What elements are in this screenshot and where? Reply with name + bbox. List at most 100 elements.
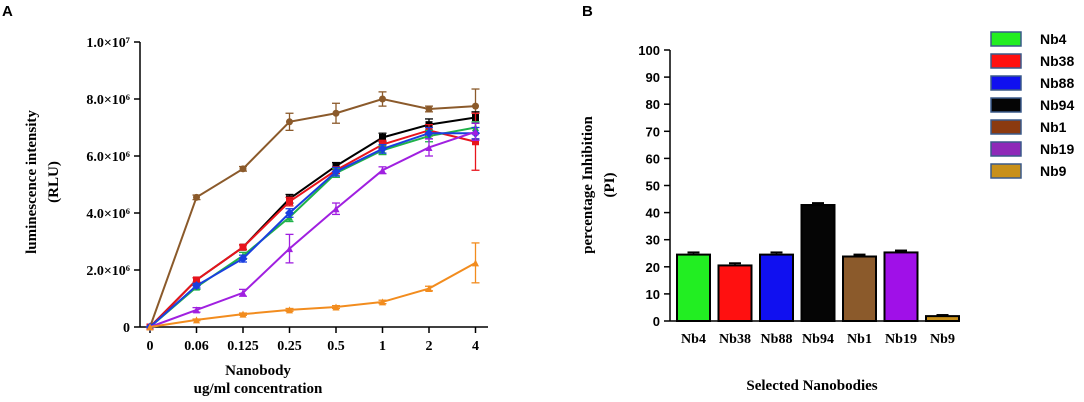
data-point: [238, 254, 248, 264]
data-point: [193, 316, 200, 324]
legend-item-nb19: Nb19: [990, 141, 1074, 157]
panel-a-line-chart: A 0 2.0×10⁶ 4.0×10⁶ 6.0×10⁶ 8.0×10⁶ 1.0×10⁷ 0…: [2, 3, 488, 397]
data-point: [332, 162, 340, 170]
bar-nb4: [676, 251, 711, 322]
panel-b-xtick-label: Nb94: [802, 332, 834, 347]
panel-b-ytick-label: 30: [646, 233, 660, 248]
panel-a-ytick-label: 6.0×10⁶: [86, 150, 130, 165]
data-point: [332, 109, 340, 117]
data-point: [472, 102, 479, 110]
data-point: [379, 95, 386, 103]
series-nb9: [146, 242, 480, 331]
panel-a-xtick-label: 0.125: [227, 339, 259, 354]
legend-label: Nb38: [1040, 53, 1074, 69]
bar-nb38: [717, 262, 753, 323]
data-point: [472, 138, 479, 146]
data-point: [331, 167, 341, 177]
panel-b-ytick-label: 70: [646, 124, 660, 139]
data-point: [146, 323, 154, 331]
data-point: [332, 205, 340, 213]
data-point: [193, 193, 200, 201]
bar-nb94: [800, 202, 836, 322]
bar: [759, 253, 794, 322]
data-point: [379, 298, 386, 306]
series-line: [149, 126, 476, 328]
legend: Nb4 Nb38 Nb88 Nb94 Nb1 Nb19 Nb9: [990, 31, 1074, 179]
panel-b-xlabel: Selected Nanobodies: [746, 378, 877, 394]
data-point: [425, 285, 433, 293]
data-point: [286, 306, 293, 314]
series-line: [149, 97, 476, 328]
data-point: [239, 310, 247, 318]
panel-b-xtick-label: Nb9: [930, 332, 955, 347]
panel-a-ytick-label: 2.0×10⁶: [86, 264, 130, 279]
data-point: [286, 118, 293, 126]
legend-swatch: [990, 97, 1022, 113]
data-point: [285, 208, 294, 218]
panel-b-xtick-label: Nb4: [681, 332, 706, 347]
bar-nb1: [842, 253, 877, 323]
panel-a-ylabel-line2: (RLU): [46, 161, 62, 203]
panel-b-ytick-label: 60: [646, 151, 660, 166]
data-point: [193, 306, 200, 314]
legend-swatch: [990, 75, 1022, 91]
panel-a-xtick-label: 1: [379, 339, 386, 354]
panel-a-xtick-label: 0.25: [277, 339, 302, 354]
panel-b-ytick-label: 90: [646, 70, 660, 85]
bar: [676, 253, 711, 322]
data-point: [425, 143, 433, 151]
panel-b-ytick-label: 0: [653, 314, 660, 329]
panel-a-xtick-label: 0.06: [184, 339, 209, 354]
data-point: [239, 243, 247, 251]
bar: [842, 255, 877, 323]
panel-b-xtick-label: Nb1: [847, 332, 872, 347]
legend-label: Nb94: [1040, 97, 1074, 113]
legend-item-nb9: Nb9: [990, 163, 1067, 179]
data-point: [239, 289, 247, 297]
bar: [800, 204, 836, 322]
legend-label: Nb1: [1040, 119, 1067, 135]
data-point: [379, 166, 386, 174]
panel-b-xtick-label: Nb38: [719, 332, 751, 347]
legend-swatch: [990, 163, 1022, 179]
panel-a-ytick-label: 4.0×10⁶: [86, 207, 130, 222]
series-nb88: [145, 126, 480, 332]
legend-swatch: [990, 119, 1022, 135]
legend-label: Nb9: [1040, 163, 1067, 179]
panel-a-xtick-label: 0.5: [327, 339, 345, 354]
data-point: [472, 259, 479, 267]
panel-b-xtick-label: Nb19: [885, 332, 917, 347]
series-line: [149, 129, 476, 328]
panel-b-ylabel-line2: (PI): [602, 173, 618, 198]
panel-a-xtick-label: 0: [147, 339, 154, 354]
panel-b-ytick-label: 100: [638, 43, 660, 58]
panel-a-xtick-label: 4: [472, 339, 479, 354]
panel-a-ytick-label: 8.0×10⁶: [86, 93, 130, 108]
bar-nb9: [925, 314, 960, 323]
bar: [717, 264, 753, 323]
legend-item-nb88: Nb88: [990, 75, 1074, 91]
panel-a-xtick-label: 2: [426, 339, 433, 354]
data-point: [286, 245, 293, 253]
data-point: [193, 276, 200, 284]
data-point: [472, 128, 479, 136]
legend-label: Nb4: [1040, 31, 1067, 47]
panel-b-ytick-label: 20: [646, 260, 660, 275]
bar: [883, 251, 919, 322]
legend-item-nb1: Nb1: [990, 119, 1067, 135]
panel-a-label: A: [2, 3, 13, 20]
bar: [925, 315, 960, 323]
data-point: [332, 303, 340, 311]
panel-a-ytick-label: 1.0×10⁷: [86, 36, 130, 51]
panel-a-ytick-label: 0: [123, 321, 130, 336]
panel-b-label: B: [582, 3, 593, 20]
panel-a-ylabel-line1: luminescence intensity: [24, 110, 40, 254]
legend-item-nb4: Nb4: [990, 31, 1067, 47]
series-nb19: [146, 122, 480, 331]
legend-swatch: [990, 31, 1022, 47]
legend-swatch: [990, 53, 1022, 69]
legend-item-nb38: Nb38: [990, 53, 1074, 69]
panel-b-ytick-label: 40: [646, 206, 660, 221]
legend-item-nb94: Nb94: [990, 97, 1074, 113]
